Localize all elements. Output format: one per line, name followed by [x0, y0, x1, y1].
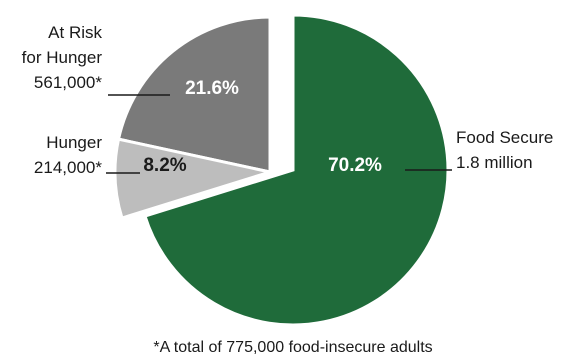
label-food-secure-line-0: Food Secure [456, 128, 553, 147]
pie-labels: 70.2% 21.6% 8.2% Food Secure 1.8 million At R… [22, 23, 554, 177]
label-food-secure-line-1: 1.8 million [456, 153, 533, 172]
pct-label-hunger: 8.2% [143, 155, 186, 176]
pie-slice-at-risk [116, 15, 272, 174]
pie-slice-hunger [113, 137, 276, 220]
chart-footnote: *A total of 775,000 food-insecure adults [153, 339, 432, 356]
label-at-risk-line-0: At Risk [48, 23, 102, 42]
label-hunger-line-0: Hunger [46, 133, 102, 152]
pct-label-food-secure: 70.2% [328, 155, 382, 176]
pie-slice-food-secure [143, 13, 450, 327]
label-hunger-line-1: 214,000* [34, 158, 102, 177]
label-at-risk-line-2: 561,000* [34, 73, 102, 92]
label-at-risk-line-1: for Hunger [22, 48, 103, 67]
pct-label-at-risk: 21.6% [185, 78, 239, 99]
pie-slices [113, 13, 450, 327]
